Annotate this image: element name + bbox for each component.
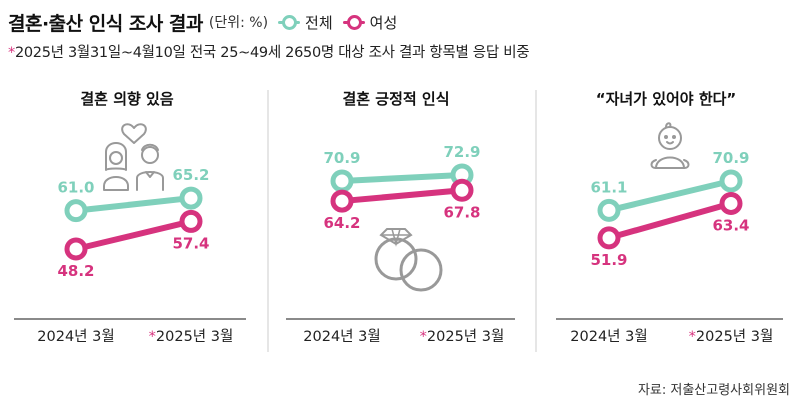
value-label-female-2-0: 51.9 xyxy=(590,251,627,269)
panel-title-2: “자녀가 있어야 한다” xyxy=(596,90,737,108)
x-tick-label-2-1: *2025년 3월 xyxy=(689,328,774,345)
value-label-total-2-0: 61.1 xyxy=(590,178,627,196)
legend-swatch-female xyxy=(342,14,365,30)
couple-heart-icon xyxy=(103,123,164,191)
point-total-2-0 xyxy=(597,198,621,222)
source-note: 자료: 저출산고령사회위원회 xyxy=(637,383,790,398)
value-label-total-1-1: 72.9 xyxy=(443,143,480,161)
point-female-1-0 xyxy=(330,189,354,213)
value-label-total-0-1: 65.2 xyxy=(172,166,209,184)
point-female-2-0 xyxy=(597,226,621,250)
panel-title-1: 결혼 긍정적 인식 xyxy=(342,90,449,108)
point-female-1-1 xyxy=(450,178,474,202)
series-line-female-1 xyxy=(339,187,465,205)
unit-label: (단위: %) xyxy=(208,15,269,31)
value-label-total-0-0: 61.0 xyxy=(57,179,94,197)
legend-swatch-total xyxy=(278,14,301,30)
subtitle-text: 2025년 3월31일~4월10일 전국 25~49세 2650명 대상 조사 … xyxy=(14,45,530,61)
point-total-2-1 xyxy=(719,169,743,193)
x-tick-label-2-0: 2024년 3월 xyxy=(570,328,647,345)
page-title: 결혼·출산 인식 조사 결과 xyxy=(8,12,203,35)
legend-item-female: 여성 xyxy=(342,12,398,33)
legend-label-female: 여성 xyxy=(369,13,398,32)
panel-title-0: 결혼 의향 있음 xyxy=(80,90,173,108)
point-total-1-0 xyxy=(330,169,354,193)
value-label-total-1-0: 70.9 xyxy=(323,149,360,167)
series-line-female-2 xyxy=(606,200,734,241)
value-label-female-0-0: 48.2 xyxy=(57,262,94,280)
subtitle-star: * xyxy=(8,45,15,61)
value-label-total-2-1: 70.9 xyxy=(712,149,749,167)
value-label-female-1-0: 64.2 xyxy=(323,214,360,232)
series-line-female-0 xyxy=(73,218,194,252)
subtitle: *2025년 3월31일~4월10일 전국 25~49세 2650명 대상 조사… xyxy=(8,41,530,62)
x-tick-label-1-0: 2024년 3월 xyxy=(303,328,380,345)
title-row: 결혼·출산 인식 조사 결과 (단위: %) 전체 여성 xyxy=(8,8,397,36)
point-female-0-1 xyxy=(179,209,203,233)
value-label-female-0-1: 57.4 xyxy=(172,234,209,252)
value-label-female-1-1: 67.8 xyxy=(443,203,480,221)
series-line-total-0 xyxy=(73,195,194,214)
point-total-0-0 xyxy=(64,199,88,223)
legend-label-total: 전체 xyxy=(305,13,333,32)
legend-item-total: 전체 xyxy=(278,12,333,33)
series-line-total-2 xyxy=(606,177,734,214)
x-tick-label-0-0: 2024년 3월 xyxy=(37,328,114,345)
value-label-female-2-1: 63.4 xyxy=(712,216,749,234)
baby-icon xyxy=(650,122,690,169)
wedding-rings-icon xyxy=(374,228,443,292)
point-female-0-0 xyxy=(64,237,88,261)
x-tick-label-0-1: *2025년 3월 xyxy=(149,328,234,345)
x-tick-label-1-1: *2025년 3월 xyxy=(420,328,505,345)
point-total-0-1 xyxy=(179,186,203,210)
series-line-total-1 xyxy=(339,172,465,184)
point-female-2-1 xyxy=(719,191,743,215)
